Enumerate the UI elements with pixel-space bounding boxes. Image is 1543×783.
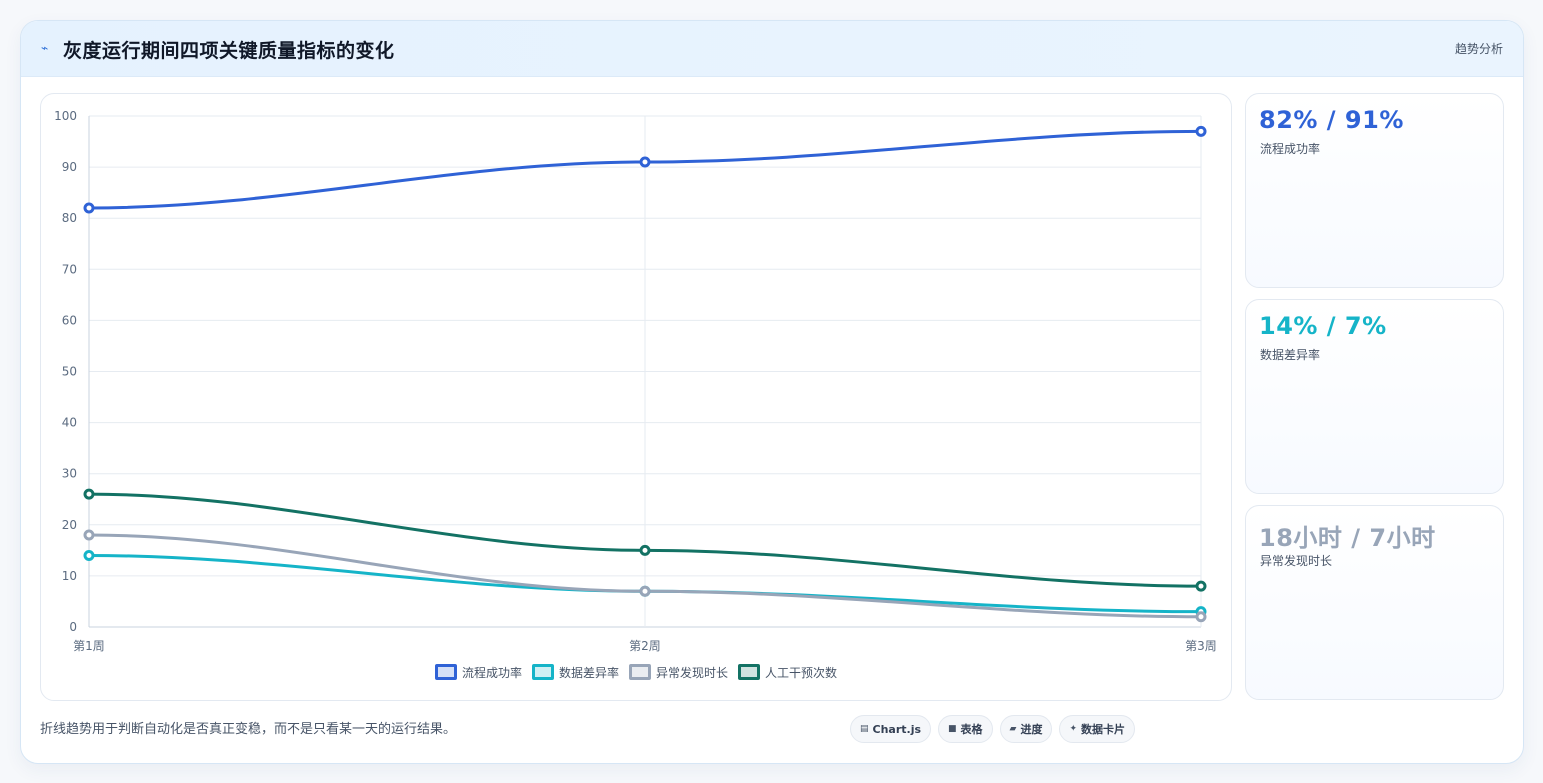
card-tag: 趋势分析 bbox=[1454, 42, 1503, 56]
progress-icon: ▰ bbox=[1009, 724, 1017, 734]
stat-label: 数据差异率 bbox=[1260, 348, 1321, 362]
y-tick-label: 10 bbox=[62, 569, 77, 583]
y-tick-label: 0 bbox=[69, 620, 77, 634]
legend-label: 数据差异率 bbox=[558, 665, 619, 680]
x-tick-label: 第3周 bbox=[1185, 639, 1217, 653]
data-point bbox=[1195, 611, 1207, 623]
data-point bbox=[83, 529, 95, 541]
source-chips: ▤ Chart.js ■ 表格 ▰ 进度 ✦ 数据卡片 bbox=[850, 715, 1136, 743]
legend-label: 人工干预次数 bbox=[765, 665, 838, 680]
chart-line-icon: ⌁ bbox=[41, 41, 49, 55]
data-point bbox=[639, 156, 651, 168]
y-tick-label: 50 bbox=[62, 365, 77, 379]
table-icon: ■ bbox=[948, 724, 957, 734]
legend-item[interactable]: 数据差异率 bbox=[531, 664, 619, 681]
x-tick-label: 第2周 bbox=[629, 639, 661, 653]
stat-card-diff-rate: 14% / 7% 数据差异率 bbox=[1245, 299, 1504, 494]
chart-panel: 0 10 20 30 40 50 60 70 80 90 100 第1周 第2周 第3周 流程成功率 数据差… bbox=[40, 93, 1232, 701]
legend-swatch bbox=[629, 664, 651, 680]
line-chart: 0 10 20 30 40 50 60 70 80 90 100 第1周 第2周 第3周 bbox=[54, 109, 1217, 653]
stat-label: 异常发现时长 bbox=[1260, 554, 1333, 568]
sparkle-icon: ✦ bbox=[1069, 724, 1078, 734]
y-tick-label: 40 bbox=[62, 416, 77, 430]
data-point bbox=[1195, 125, 1207, 137]
y-tick-label: 70 bbox=[62, 262, 77, 276]
chip-progress[interactable]: ▰ 进度 bbox=[999, 715, 1053, 743]
legend-item[interactable]: 异常发现时长 bbox=[629, 664, 728, 681]
data-point bbox=[639, 585, 651, 597]
card-header: ⌁ 灰度运行期间四项关键质量指标的变化 趋势分析 bbox=[21, 21, 1523, 77]
data-point bbox=[83, 549, 95, 561]
y-tick-label: 60 bbox=[62, 313, 77, 327]
stat-card-success-rate: 82% / 91% 流程成功率 bbox=[1245, 93, 1504, 288]
data-point bbox=[639, 544, 651, 556]
chart-footnote: 折线趋势用于判断自动化是否真正变稳，而不是只看某一天的运行结果。 bbox=[40, 722, 457, 737]
stat-value: 14% / 7% bbox=[1259, 312, 1387, 340]
legend-swatch bbox=[434, 664, 457, 680]
stat-value: 18小时 / 7小时 bbox=[1259, 524, 1436, 552]
chip-chartjs[interactable]: ▤ Chart.js bbox=[850, 715, 932, 743]
chip-label: 表格 bbox=[960, 723, 983, 736]
legend-swatch bbox=[738, 664, 761, 680]
data-point bbox=[83, 202, 95, 214]
chip-table[interactable]: ■ 表格 bbox=[938, 715, 993, 743]
stat-label: 流程成功率 bbox=[1260, 142, 1321, 156]
y-tick-label: 100 bbox=[54, 109, 77, 123]
legend-swatch bbox=[531, 664, 554, 680]
x-tick-label: 第1周 bbox=[73, 639, 105, 653]
chart-legend: 流程成功率 数据差异率 异常发现时长 人工干预次数 bbox=[41, 662, 1231, 682]
chip-label: 数据卡片 bbox=[1081, 723, 1126, 736]
chip-label: Chart.js bbox=[872, 722, 922, 736]
chip-label: 进度 bbox=[1020, 723, 1043, 736]
y-tick-label: 90 bbox=[62, 160, 77, 174]
legend-label: 异常发现时长 bbox=[656, 665, 729, 680]
y-tick-label: 20 bbox=[62, 518, 77, 532]
chart-card: ⌁ 灰度运行期间四项关键质量指标的变化 趋势分析 0 10 20 30 40 50 60 70… bbox=[20, 20, 1524, 764]
chart-icon: ▤ bbox=[860, 724, 869, 734]
card-title: 灰度运行期间四项关键质量指标的变化 bbox=[63, 40, 395, 62]
chip-data-card[interactable]: ✦ 数据卡片 bbox=[1059, 715, 1136, 743]
legend-item[interactable]: 流程成功率 bbox=[434, 664, 522, 681]
data-point bbox=[83, 488, 95, 500]
y-tick-label: 30 bbox=[62, 467, 77, 481]
legend-label: 流程成功率 bbox=[461, 665, 522, 680]
stat-card-detect-time: 18小时 / 7小时 异常发现时长 bbox=[1245, 505, 1504, 700]
y-tick-label: 80 bbox=[62, 211, 77, 225]
legend-item[interactable]: 人工干预次数 bbox=[738, 664, 837, 681]
data-point bbox=[1195, 580, 1207, 592]
stat-value: 82% / 91% bbox=[1259, 106, 1404, 134]
